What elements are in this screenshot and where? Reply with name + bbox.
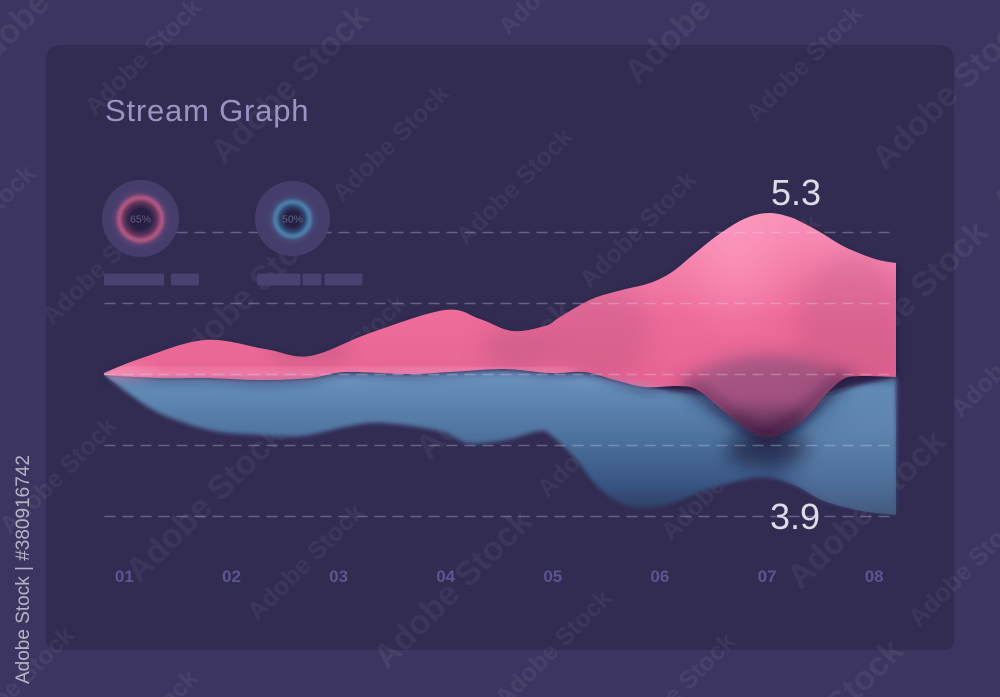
svg-text:65%: 65% (130, 214, 151, 226)
svg-text:50%: 50% (282, 214, 303, 226)
svg-text:3.9: 3.9 (770, 496, 820, 537)
svg-text:5.3: 5.3 (771, 172, 821, 213)
